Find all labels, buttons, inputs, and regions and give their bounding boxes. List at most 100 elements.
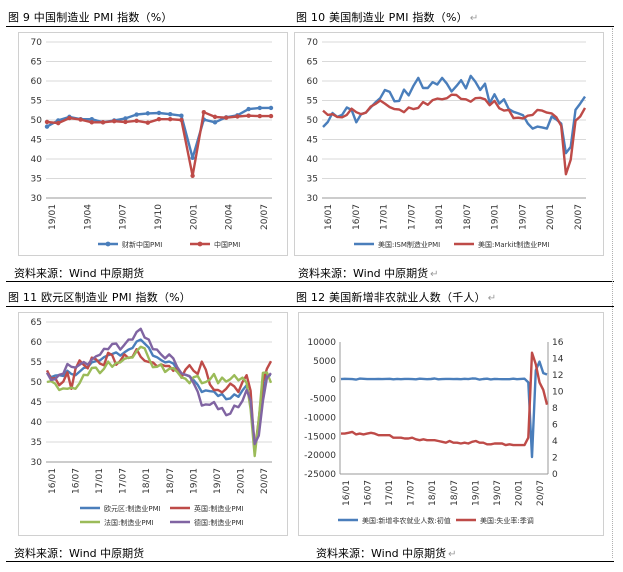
y2-tick-label: 8 [552,404,558,414]
y-tick-label: 30 [307,194,319,204]
series-line [46,338,272,450]
series-line [340,360,548,459]
y2-tick-label: 0 [552,470,558,480]
y-tick-label: 70 [307,38,319,48]
y-tick-label: 55 [307,97,318,107]
y-tick-label: 35 [31,438,42,448]
x-tick-label: 16/01 [342,480,352,506]
x-tick-label: 17/01 [380,204,390,230]
y2-tick-label: 6 [552,421,558,431]
data-point [257,113,262,119]
data-point [212,114,218,120]
y-tick-label: 40 [31,155,43,165]
y-tick-label: -25000 [304,470,336,480]
data-point [168,111,173,117]
chart-us-payrolls: -25000 -20000 -15000 -10000 -5000 0 5000 10000 0… [304,338,564,525]
figure-10-title-text: 图 10 美国制造业 PMI 指数（%） [296,11,468,24]
data-point [67,115,72,121]
legend-label: 美国:Markit制造业PMI [478,240,550,249]
figure-10-title: 图 10 美国制造业 PMI 指数（%） ↵ [296,9,478,25]
data-point [44,119,50,125]
data-point [78,117,83,122]
x-tick-label: 18/01 [142,468,152,494]
figure-9-source: 资料来源：Wind 中原期货 [14,267,145,280]
data-point [123,116,128,121]
y-tick-label: 55 [31,97,42,107]
x-tick-label: 20/01 [189,204,199,230]
data-point [246,113,251,118]
data-point [268,105,274,111]
legend-marker [105,241,111,247]
y-tick-label: 50 [31,378,43,388]
chart-panel-1 [18,32,288,256]
x-tick-label: 19/07 [493,480,503,506]
y-tick-label: -10000 [304,413,336,423]
x-tick-label: 20/07 [536,480,546,506]
y-tick-label: 40 [31,418,43,428]
data-point [268,113,274,119]
legend-label: 财新中国PMI [122,240,162,249]
data-point [56,120,61,126]
y-tick-label: 35 [31,175,42,185]
chart-europe-pmi: 30 35 40 45 50 55 60 65 16/01 16/07 17/01 17/07 18/0… [31,318,273,527]
x-tick-label: 19/01 [189,468,199,494]
x-tick-label: 19/07 [518,204,528,230]
x-tick-label: 19/07 [119,204,129,230]
figure-12-title-text: 图 12 美国新增非农就业人数（千人） [296,291,486,304]
x-tick-label: 20/04 [225,204,235,230]
data-point [201,110,206,115]
x-tick-label: 19/10 [154,204,164,230]
title-rule-top [6,26,614,27]
x-tick-label: 16/01 [324,204,334,230]
x-tick-label: 16/07 [352,204,362,230]
y-tick-label: 65 [31,318,42,328]
series-line [45,327,272,446]
figure-9-title: 图 9 中国制造业 PMI 指数（%） [8,11,173,24]
legend-marker [197,241,203,247]
data-point [156,110,162,116]
y-tick-label: -20000 [304,451,336,461]
y-tick-label: 50 [31,116,43,126]
legend-label: 法国:制造业PMI [104,518,154,527]
title-rule-middle [6,306,614,307]
y-tick-label: 5000 [313,357,336,367]
x-tick-label: 17/07 [407,204,417,230]
data-point [134,112,139,117]
x-tick-label: 18/07 [166,468,176,494]
x-tick-label: 19/01 [491,204,501,230]
y2-tick-label: 2 [552,454,558,464]
legend-label: 美国:ISM制造业PMI [378,240,440,249]
data-point [212,120,218,125]
y-tick-label: 70 [31,38,43,48]
x-tick-label: 20/07 [260,468,270,494]
y-tick-label: -5000 [310,395,336,405]
y2-tick-label: 4 [552,437,558,447]
data-point [156,117,162,122]
data-point [179,117,184,123]
data-point [179,113,184,118]
y-tick-label: 10000 [307,338,336,348]
y-tick-label: 60 [307,77,319,87]
figure-12-title: 图 12 美国新增非农就业人数（千人） ↵ [296,289,496,305]
y-tick-label: 60 [31,77,43,87]
y-tick-label: 45 [307,136,318,146]
x-tick-label: 17/01 [95,468,105,494]
x-tick-label: 18/01 [428,480,438,506]
page-margin-marker [612,28,613,558]
x-tick-label: 19/01 [471,480,481,506]
y-tick-label: 45 [31,398,42,408]
data-point [123,119,128,125]
y-tick-label: 40 [307,155,319,165]
x-tick-label: 17/07 [119,468,129,494]
legend-label: 英国:制造业PMI [194,504,244,513]
figure-11-source: 资料来源：Wind 中原期货 [14,547,145,560]
data-point [134,118,139,123]
chart-china-pmi: 30 35 40 45 50 55 60 65 70 19/01 19/04 19/07 19/10 20… [31,38,274,249]
x-tick-label: 18/07 [463,204,473,230]
data-point [235,114,240,119]
legend-label: 欧元区:制造业PMI [104,504,161,513]
legend-label: 中国PMI [214,240,240,249]
x-tick-label: 20/07 [260,204,270,230]
chart-panel-4 [298,312,604,536]
data-point [100,120,106,125]
